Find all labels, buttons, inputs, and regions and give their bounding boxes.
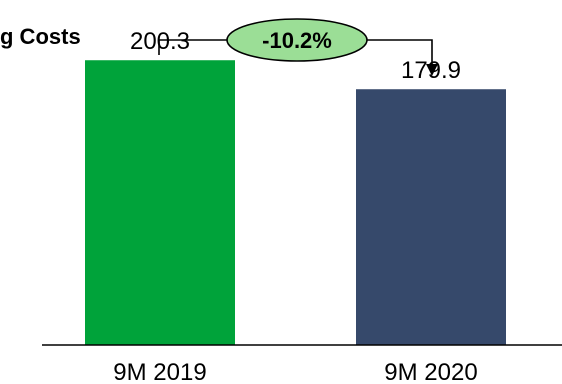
bar-9m-2020: [356, 89, 506, 346]
change-badge: [226, 18, 368, 62]
change-indicator: -10.2%: [158, 18, 438, 76]
value-label-9m-2019: 200.3: [130, 28, 190, 55]
arrow-down-icon: [426, 64, 438, 76]
category-label-9m-2019: 9M 2019: [113, 359, 206, 384]
bars-layer: [85, 60, 506, 346]
change-percentage-label: -10.2%: [262, 28, 332, 53]
category-label-9m-2020: 9M 2020: [384, 359, 477, 384]
labels-layer: 200.39M 2019179.99M 2020: [113, 28, 477, 384]
chart-title: g Costs: [0, 24, 81, 49]
bar-9m-2019: [85, 60, 235, 346]
